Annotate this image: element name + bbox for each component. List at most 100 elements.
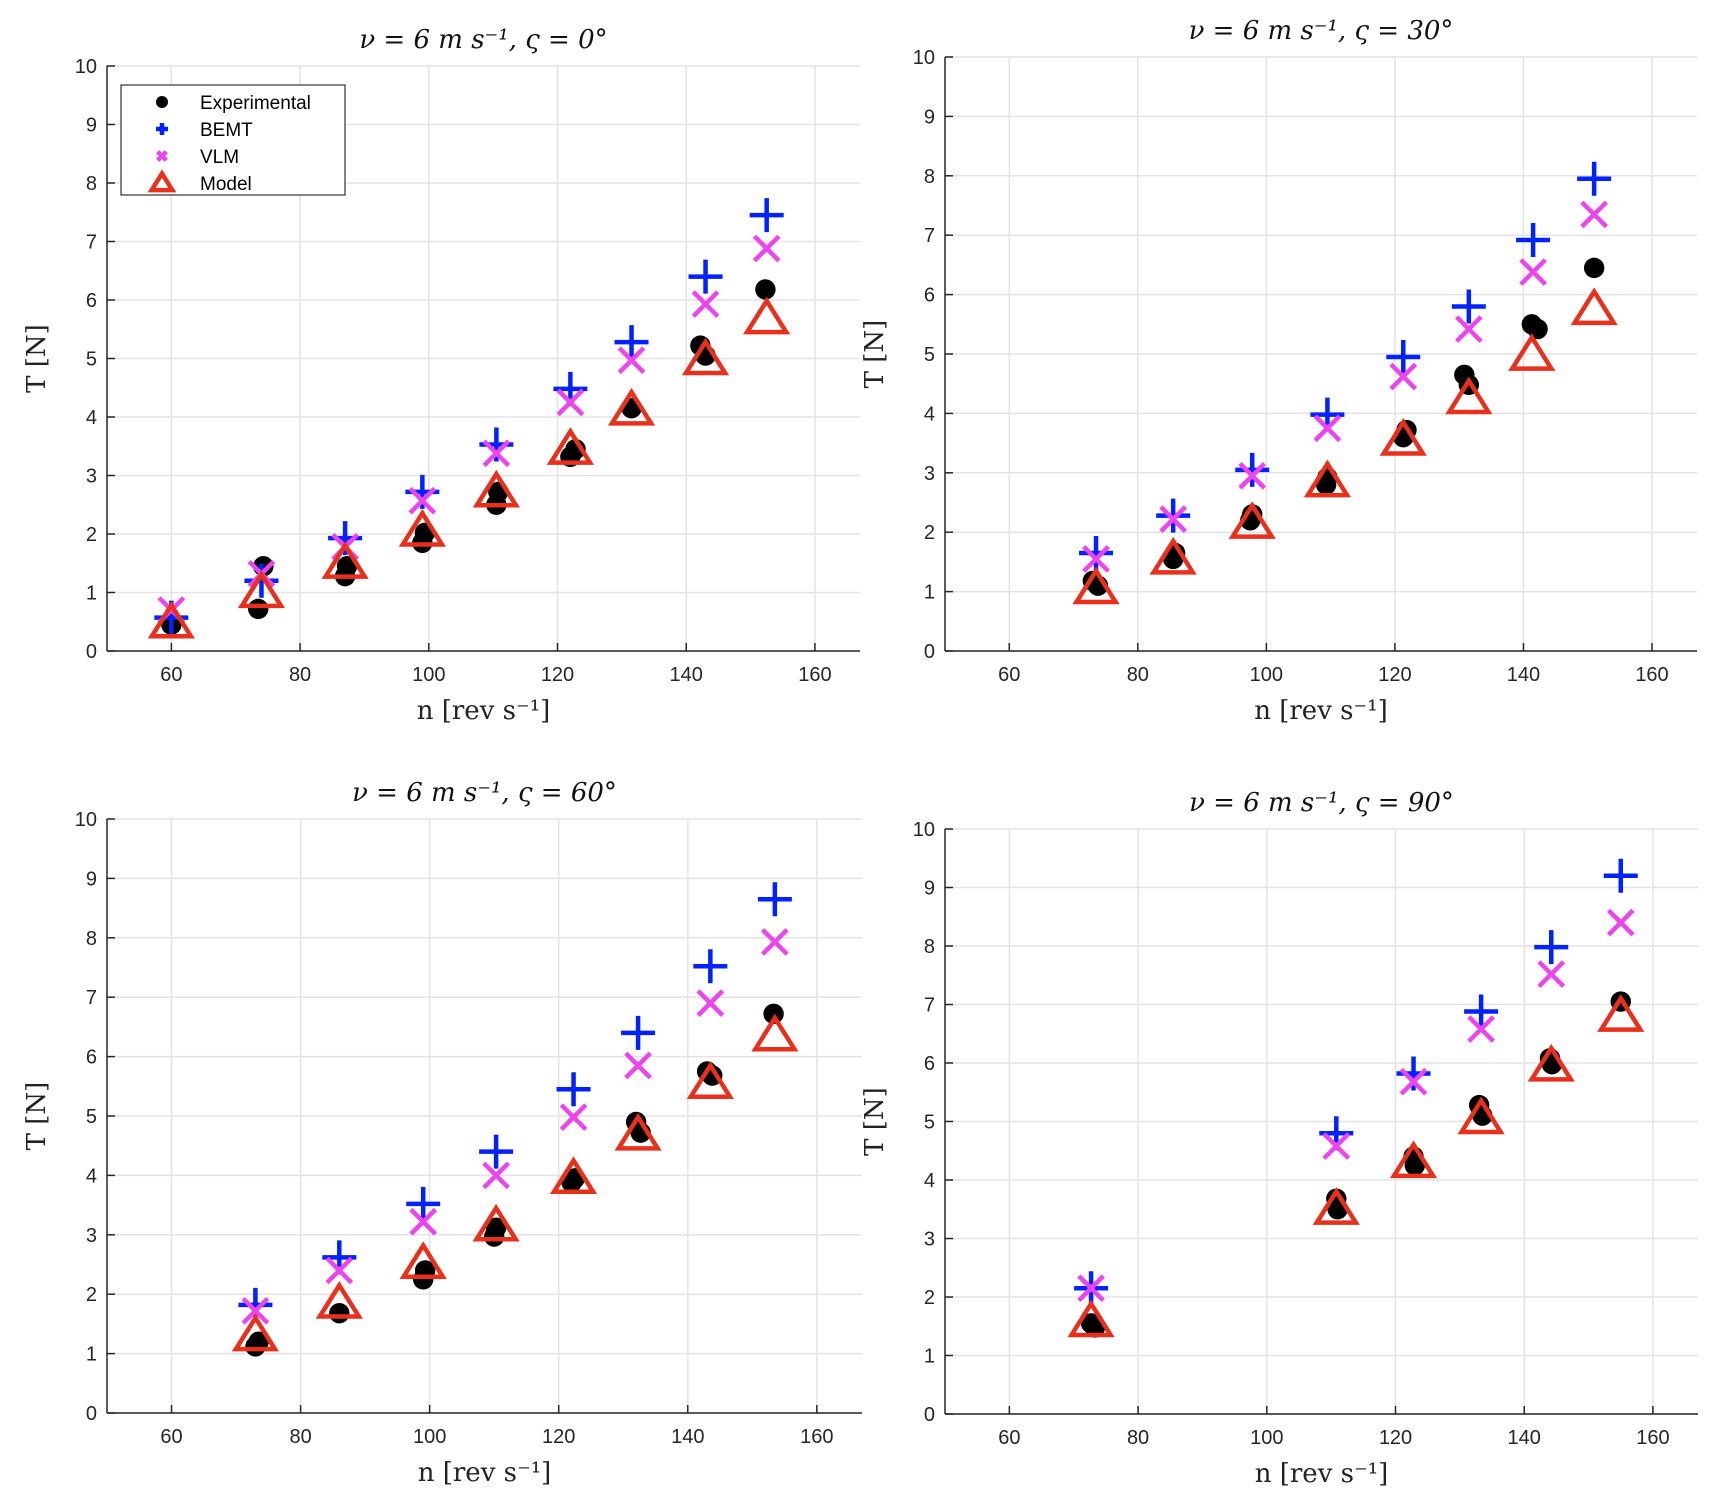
- y-tick-label: 0: [86, 1403, 97, 1425]
- data-point-vlm: [482, 439, 511, 468]
- series-model: [1067, 994, 1645, 1338]
- y-axis-label: T [N]: [860, 1087, 890, 1156]
- y-tick-label: 3: [86, 466, 97, 488]
- y-tick-label: 6: [924, 285, 935, 307]
- data-point-vlm: [691, 290, 720, 318]
- data-point-model: [681, 337, 730, 376]
- legend-marker-experimental: [156, 96, 168, 108]
- x-axis-label: n [rev s⁻¹]: [418, 1458, 552, 1488]
- x-tick-label: 160: [798, 664, 831, 686]
- x-tick-label: 140: [1508, 1427, 1541, 1449]
- data-point-experimental: [1583, 257, 1605, 279]
- data-point-experimental: [248, 1331, 269, 1352]
- y-axis-label: T [N]: [860, 320, 890, 389]
- y-tick-label: 5: [924, 1112, 935, 1134]
- y-tick-label: 0: [86, 641, 97, 663]
- legend-label: BEMT: [200, 120, 253, 141]
- series-bemt: [154, 198, 784, 635]
- data-point-model: [1312, 1187, 1360, 1225]
- y-tick-label: 2: [86, 1284, 97, 1306]
- data-point-bemt: [1516, 222, 1551, 257]
- y-tick-label: 1: [86, 583, 97, 605]
- x-tick-label: 100: [1250, 664, 1283, 686]
- series-bemt: [238, 882, 792, 1322]
- x-tick-label: 160: [1635, 664, 1668, 686]
- data-point-bemt: [1396, 1056, 1431, 1091]
- data-point-model: [1228, 501, 1276, 539]
- y-tick-label: 10: [75, 809, 97, 831]
- data-point-model: [237, 570, 286, 609]
- data-point-experimental: [248, 598, 269, 620]
- data-point-vlm: [624, 1051, 652, 1080]
- subplot-1: 60 80 100 120 140 160 0 1 2 3 4 5 6 7 8 9 10 ν = 6 m s⁻¹,…: [22, 25, 860, 726]
- x-tick-label: 160: [1636, 1427, 1669, 1449]
- x-tick-label: 100: [413, 1426, 446, 1448]
- data-point-model: [1508, 333, 1556, 371]
- x-tick-label: 100: [1250, 1427, 1283, 1449]
- data-point-model: [1389, 1140, 1438, 1179]
- y-tick-label: 8: [86, 173, 97, 195]
- legend-label: Experimental: [200, 93, 311, 114]
- data-point-bemt: [621, 1015, 656, 1050]
- data-point-vlm: [752, 234, 781, 263]
- chart-title: ν = 6 m s⁻¹, ς = 90°: [1189, 788, 1454, 818]
- legend-label: Model: [200, 174, 252, 195]
- x-tick-label: 60: [160, 664, 182, 686]
- data-point-bemt: [614, 325, 649, 360]
- chart-title: ν = 6 m s⁻¹, ς = 60°: [352, 778, 617, 808]
- series-experimental: [1082, 257, 1605, 596]
- data-point-bemt: [556, 1072, 591, 1107]
- y-tick-label: 10: [913, 819, 935, 841]
- y-tick-label: 9: [924, 878, 935, 900]
- x-axis-label: n [rev s⁻¹]: [1255, 1459, 1389, 1489]
- data-point-model: [751, 1013, 799, 1052]
- data-point-bemt: [749, 198, 784, 233]
- data-point-bemt: [1577, 161, 1612, 196]
- x-axis-label: n [rev s⁻¹]: [1254, 696, 1388, 726]
- x-tick-label: 120: [1379, 1427, 1412, 1449]
- y-tick-label: 9: [924, 106, 935, 128]
- data-point-bemt: [479, 1134, 514, 1169]
- data-point-model: [1149, 536, 1197, 575]
- data-point-vlm: [1519, 258, 1547, 286]
- x-tick-label: 100: [412, 664, 445, 686]
- subplot-4: 60 80 100 120 140 160 0 1 2 3 4 5 6 7 8 9 10 ν = 6 m s⁻¹,…: [860, 788, 1698, 1489]
- series-model: [1072, 287, 1618, 605]
- series-bemt: [1079, 161, 1612, 570]
- data-point-model: [1072, 566, 1120, 605]
- series-vlm: [1082, 200, 1608, 573]
- y-tick-label: 3: [86, 1225, 97, 1247]
- y-tick-label: 9: [86, 115, 97, 137]
- series-experimental: [1080, 991, 1631, 1338]
- y-tick-label: 0: [924, 641, 935, 663]
- y-tick-label: 4: [86, 1165, 97, 1187]
- x-tick-label: 80: [1127, 664, 1149, 686]
- x-tick-label: 140: [671, 1426, 704, 1448]
- data-point-vlm: [556, 388, 585, 417]
- series-model: [231, 1013, 799, 1352]
- y-tick-label: 2: [86, 524, 97, 546]
- subplot-2: 60 80 100 120 140 160 0 1 2 3 4 5 6 7 8 9 10 ν = 6 m s⁻¹,…: [860, 16, 1697, 726]
- y-tick-label: 6: [86, 1047, 97, 1069]
- data-point-vlm: [1082, 545, 1110, 573]
- y-axis-label: T [N]: [22, 324, 52, 393]
- chart-title: ν = 6 m s⁻¹, ς = 0°: [359, 25, 607, 55]
- data-point-vlm: [1313, 414, 1342, 443]
- data-point-vlm: [559, 1103, 588, 1132]
- x-tick-label: 80: [289, 664, 311, 686]
- y-tick-label: 1: [924, 1346, 935, 1368]
- data-point-vlm: [617, 346, 646, 375]
- y-tick-label: 8: [86, 928, 97, 950]
- data-point-vlm: [409, 1207, 438, 1236]
- y-tick-label: 10: [75, 56, 97, 78]
- y-tick-label: 8: [924, 936, 935, 958]
- data-point-model: [1527, 1043, 1575, 1082]
- y-tick-label: 6: [86, 290, 97, 312]
- data-point-vlm: [241, 1296, 270, 1325]
- data-point-bemt: [1386, 339, 1421, 374]
- y-tick-label: 1: [924, 582, 935, 604]
- x-axis-label: n [rev s⁻¹]: [417, 696, 551, 726]
- y-tick-label: 7: [924, 995, 935, 1017]
- x-tick-label: 60: [160, 1426, 182, 1448]
